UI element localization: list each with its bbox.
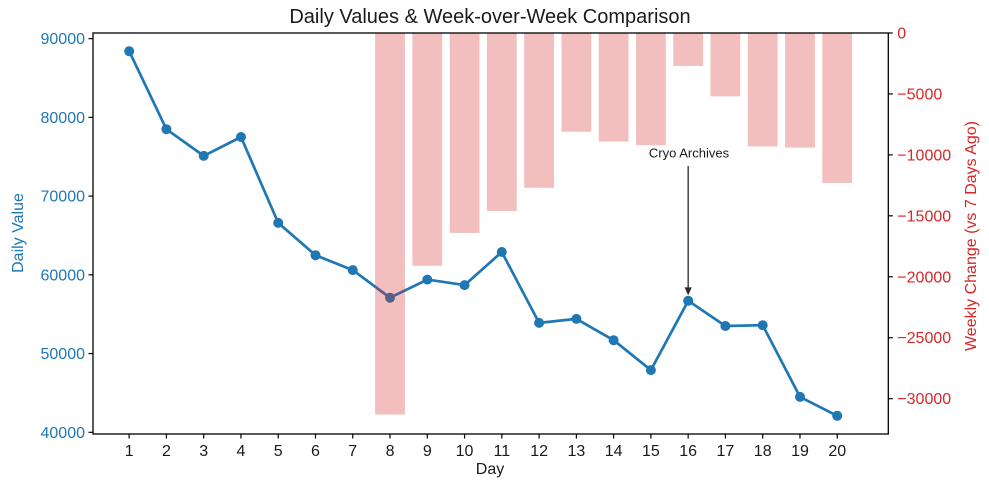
weekly-change-bar [822, 33, 853, 183]
x-tick-label: 16 [679, 443, 697, 460]
x-tick-label: 4 [237, 443, 246, 460]
right-y-tick-label: −25000 [897, 330, 951, 347]
x-tick-label: 18 [754, 443, 772, 460]
left-y-tick-label: 80000 [41, 110, 86, 127]
data-point-marker [683, 295, 694, 306]
x-tick-label: 10 [456, 443, 474, 460]
x-tick-label: 15 [642, 443, 660, 460]
data-point-marker [459, 280, 470, 291]
left-y-tick-label: 40000 [41, 425, 86, 442]
right-y-tick-label: −20000 [897, 269, 951, 286]
x-tick-label: 9 [423, 443, 432, 460]
x-tick-label: 20 [828, 443, 846, 460]
right-y-axis-label: Weekly Change (vs 7 Days Ago) [963, 120, 980, 352]
x-tick-label: 13 [567, 443, 585, 460]
left-y-axis-label: Daily Value [10, 193, 27, 273]
right-y-tick-label: −5000 [897, 86, 942, 103]
right-y-tick-label: 0 [897, 26, 906, 43]
x-tick-label: 14 [605, 443, 623, 460]
data-point-marker [273, 217, 284, 228]
weekly-change-bar [449, 33, 480, 233]
data-point-marker [795, 391, 805, 402]
weekly-change-bar [486, 33, 517, 211]
x-axis-label: Day [475, 461, 505, 478]
data-point-marker [198, 150, 209, 161]
data-point-marker [645, 365, 656, 376]
data-point-marker [608, 335, 619, 346]
x-tick-label: 8 [386, 443, 395, 460]
x-tick-label: 12 [530, 443, 548, 460]
weekly-change-bar [710, 33, 741, 97]
data-point-marker [422, 274, 433, 285]
data-point-marker [496, 247, 507, 257]
data-point-marker [720, 321, 731, 331]
data-point-marker [161, 124, 172, 135]
weekly-change-bar [412, 33, 443, 266]
weekly-change-bar [673, 33, 704, 66]
x-tick-label: 11 [494, 443, 511, 460]
x-tick-label: 3 [199, 443, 208, 460]
x-tick-label: 6 [311, 443, 320, 460]
right-y-tick-label: −10000 [897, 147, 951, 164]
x-tick-label: 17 [717, 443, 735, 460]
left-y-tick-label: 90000 [41, 31, 86, 48]
annotation-label: Cryo Archives [648, 145, 730, 161]
weekly-change-bar [747, 33, 778, 147]
data-point-marker [571, 313, 582, 324]
left-y-tick-label: 70000 [41, 189, 86, 206]
data-point-marker [757, 320, 768, 331]
weekly-change-bar [785, 33, 815, 148]
data-point-marker [124, 46, 135, 57]
weekly-change-bar [524, 33, 554, 188]
data-point-marker [832, 410, 843, 421]
left-y-tick-label: 60000 [41, 267, 86, 284]
data-point-marker [385, 292, 395, 303]
data-point-marker [310, 250, 321, 261]
x-tick-label: 2 [162, 443, 171, 460]
weekly-change-bar [561, 33, 592, 132]
data-point-marker [534, 317, 545, 328]
chart-title: Daily Values & Week-over-Week Comparison [289, 6, 691, 28]
x-tick-label: 7 [348, 443, 357, 460]
x-tick-label: 1 [125, 443, 134, 460]
right-y-tick-label: −15000 [897, 208, 951, 225]
daily-value-line [127, 49, 839, 418]
weekly-change-bar [636, 33, 666, 146]
x-tick-label: 19 [791, 443, 809, 460]
data-point-marker [236, 132, 246, 142]
left-y-tick-label: 50000 [41, 346, 86, 363]
x-tick-label: 5 [274, 443, 283, 460]
plot-box [92, 32, 889, 435]
weekly-change-bar [598, 33, 629, 142]
data-point-marker [347, 265, 358, 276]
weekly-change-bar [375, 33, 405, 415]
annotation-arrowhead [684, 287, 692, 296]
right-y-tick-label: −30000 [897, 391, 951, 408]
